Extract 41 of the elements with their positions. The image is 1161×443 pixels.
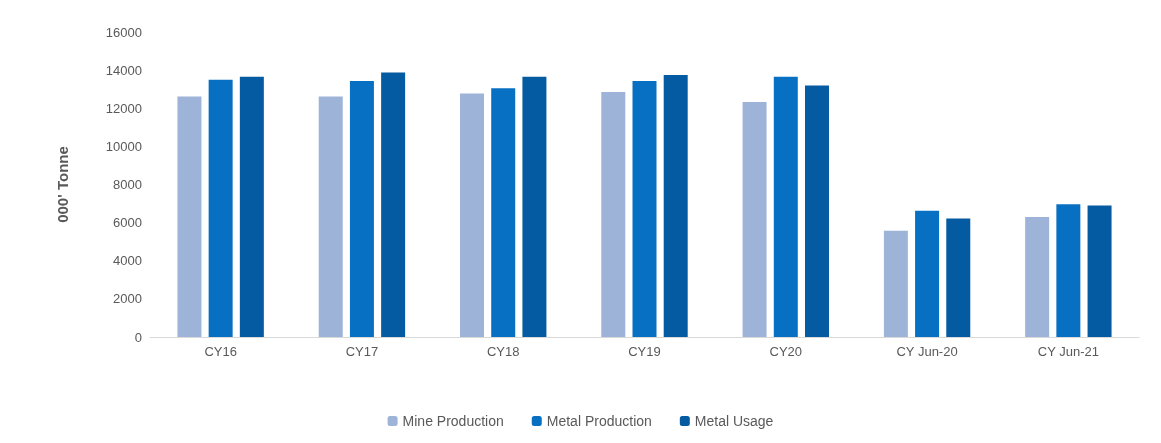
bar — [1087, 205, 1112, 337]
bar — [915, 210, 940, 337]
legend-label: Metal Production — [546, 413, 652, 429]
bar — [1025, 217, 1050, 337]
legend-label: Metal Usage — [694, 413, 774, 429]
y-tick-label: 6000 — [113, 215, 142, 231]
bar — [460, 93, 485, 337]
bar — [239, 76, 264, 337]
bar — [491, 88, 516, 337]
bar — [381, 72, 406, 337]
x-tick-label: CY Jun-20 — [896, 344, 958, 359]
bar — [773, 76, 798, 337]
y-tick-label: 16000 — [105, 24, 142, 40]
bar — [177, 96, 202, 337]
bar — [804, 85, 829, 337]
x-tick-label: CY16 — [204, 344, 237, 359]
bar — [601, 92, 626, 337]
y-axis-title: 000' Tonne — [54, 146, 71, 223]
y-tick-label: 12000 — [105, 100, 142, 116]
bar — [349, 80, 374, 337]
x-tick-label: CY17 — [345, 344, 379, 359]
bar — [1056, 204, 1081, 337]
y-tick-label: 14000 — [105, 62, 142, 78]
bar — [208, 79, 233, 337]
bar — [663, 75, 688, 337]
bar — [632, 80, 657, 337]
y-tick-label: 4000 — [113, 253, 142, 269]
bar — [946, 218, 971, 337]
y-tick-label: 10000 — [105, 138, 142, 154]
legend-label: Mine Production — [402, 413, 504, 429]
bar — [883, 230, 908, 337]
x-tick-label: CY19 — [628, 344, 661, 359]
x-tick-label: CY Jun-21 — [1037, 344, 1099, 359]
x-tick-label: CY20 — [769, 344, 803, 359]
bar — [522, 76, 547, 337]
y-tick-label: 8000 — [113, 177, 142, 192]
bar — [742, 101, 767, 337]
bar — [318, 96, 343, 337]
x-tick-label: CY18 — [486, 344, 520, 359]
y-tick-label: 0 — [134, 329, 142, 345]
y-tick-label: 2000 — [113, 291, 142, 307]
